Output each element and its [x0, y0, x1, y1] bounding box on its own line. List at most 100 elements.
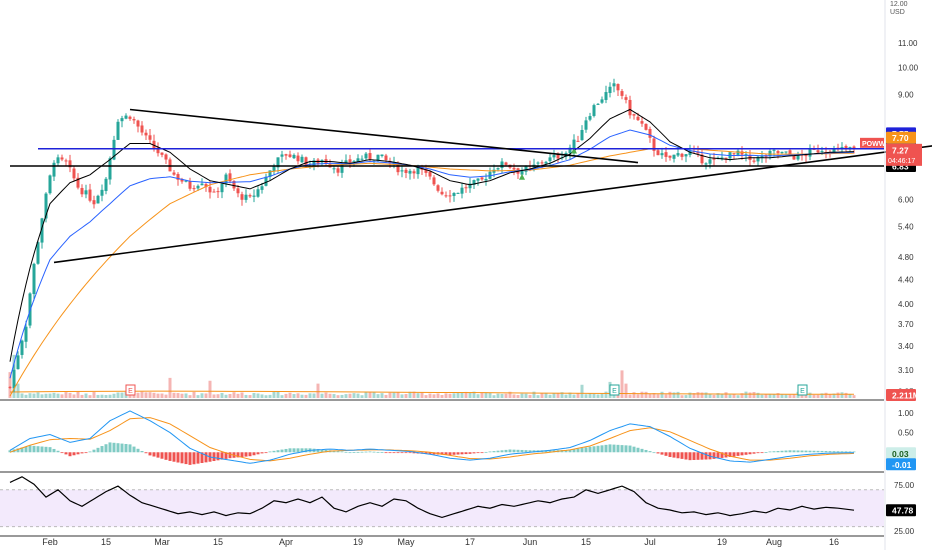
volume-bar [696, 392, 700, 398]
candle [268, 170, 272, 177]
macd-histogram-bar [680, 452, 684, 459]
volume-bar [480, 392, 484, 398]
volume-bar [288, 392, 292, 398]
volume-bar [624, 383, 628, 398]
candle [844, 146, 848, 149]
earnings-marker[interactable]: E [609, 384, 620, 396]
macd-histogram-bar [612, 444, 616, 453]
macd-histogram-bar [784, 450, 788, 453]
macd-histogram-bar [720, 452, 724, 458]
candle [60, 157, 64, 160]
volume-bar [720, 393, 724, 398]
volume-bar [716, 393, 720, 398]
volume-bar [672, 392, 676, 398]
macd-histogram-bar [628, 445, 632, 453]
volume-bar [544, 392, 548, 398]
volume-bar [284, 393, 288, 398]
candle [484, 178, 488, 181]
candle [388, 161, 392, 164]
volume-bar [468, 392, 472, 398]
macd-histogram-bar [8, 450, 12, 453]
candle [40, 218, 44, 243]
volume-bar [28, 393, 32, 398]
y-tick-label: 6.00 [898, 195, 914, 204]
candle [648, 129, 652, 138]
y-tick-label: 4.40 [898, 275, 914, 284]
macd-histogram-bar [592, 446, 596, 453]
volume-bar [832, 393, 836, 398]
x-tick-label: 19 [353, 537, 363, 547]
macd-histogram-bar [216, 452, 220, 461]
volume-bar [680, 395, 684, 398]
macd-histogram-bar [384, 452, 388, 454]
volume-bar [384, 394, 388, 398]
volume-bar [212, 394, 216, 398]
candle [160, 152, 164, 155]
volume-bar [436, 393, 440, 398]
volume-bar [460, 392, 464, 398]
macd-histogram-bar [700, 452, 704, 460]
macd-histogram-bar [40, 446, 44, 453]
volume-bar [76, 391, 80, 398]
volume-bar [424, 395, 428, 398]
candle [576, 140, 580, 142]
candle [332, 168, 336, 170]
volume-bar [352, 393, 356, 398]
candle [752, 160, 756, 162]
candle [48, 175, 52, 194]
volume-bar [388, 392, 392, 398]
volume-bar [256, 393, 260, 398]
volume-bar [812, 394, 816, 398]
volume-bar [640, 391, 644, 398]
candle [572, 139, 576, 149]
macd-histogram-bar [788, 450, 792, 453]
volume-bar [192, 391, 196, 398]
candle [240, 194, 244, 200]
macd-histogram-bar [716, 452, 720, 459]
macd-histogram-bar [568, 449, 572, 453]
candle [252, 195, 256, 197]
candle [68, 160, 72, 168]
macd-histogram-bar [332, 450, 336, 453]
macd-histogram-bar [812, 450, 816, 453]
candle [600, 99, 604, 103]
macd-histogram-bar [852, 451, 856, 453]
candle [596, 103, 600, 105]
x-tick-label: 19 [717, 537, 727, 547]
macd-histogram-bar [656, 452, 660, 454]
macd-histogram-bar [760, 452, 764, 454]
candle [164, 154, 168, 160]
candle [348, 159, 352, 163]
macd-histogram-bar [564, 449, 568, 453]
earnings-label: E [612, 388, 617, 395]
macd-histogram-bar [668, 452, 672, 457]
x-tick-label: 17 [465, 537, 475, 547]
candle [776, 151, 780, 154]
volume-bar [84, 393, 88, 398]
earnings-marker[interactable]: E [125, 384, 136, 396]
volume-bar [580, 384, 584, 398]
candle [212, 191, 216, 193]
candle [720, 157, 724, 159]
volume-bar [432, 394, 436, 398]
volume-bar [368, 392, 372, 398]
countdown-text: 04:46:17 [888, 158, 915, 165]
volume-bar [96, 394, 100, 398]
volume-bar [700, 392, 704, 398]
x-tick-label: May [397, 537, 415, 547]
macd-histogram-bar [704, 452, 708, 460]
candle [292, 154, 296, 159]
volume-bar [188, 395, 192, 398]
macd-histogram-bar [772, 451, 776, 453]
macd-histogram-bar [552, 450, 556, 453]
volume-bar [8, 372, 12, 398]
volume-bar [548, 394, 552, 398]
candle [232, 180, 236, 189]
volume-bar [596, 394, 600, 398]
volume-bar [728, 394, 732, 398]
x-tick-label: Jun [523, 537, 538, 547]
earnings-marker[interactable]: E [797, 384, 808, 396]
candle [80, 187, 84, 195]
volume-label: 2.211M [886, 389, 920, 401]
